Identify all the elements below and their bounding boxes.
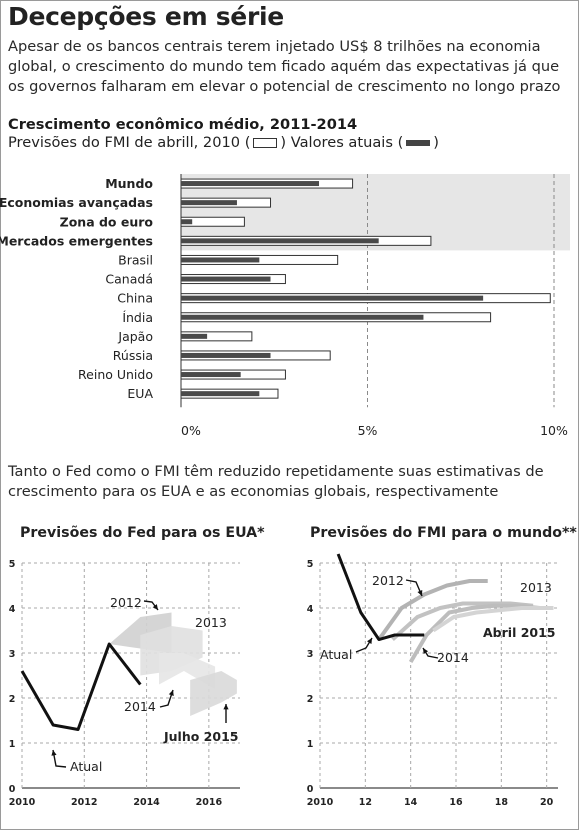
fed-label-julho-2015: Julho 2015 bbox=[163, 729, 238, 744]
imf-forecast-line bbox=[377, 579, 488, 641]
imf-arrow-atual-head bbox=[366, 638, 372, 644]
fed-y-tick-label: 4 bbox=[9, 604, 16, 615]
imf-y-tick-label: 5 bbox=[307, 559, 314, 570]
imf-chart-title: Previsões do FMI para o mundo** bbox=[310, 525, 577, 541]
bar-actual bbox=[181, 391, 260, 397]
fed-arrow-atual bbox=[52, 749, 67, 768]
category-label: Canadá bbox=[105, 272, 153, 287]
category-label: Mercados emergentes bbox=[0, 233, 153, 248]
imf-y-tick-label: 0 bbox=[307, 784, 314, 795]
fed-label-2013: 2013 bbox=[195, 615, 227, 630]
imf-forecast-line bbox=[408, 603, 541, 664]
imf-label-abril-2015: Abril 2015 bbox=[483, 625, 556, 640]
fed-x-tick-label: 2010 bbox=[9, 797, 36, 808]
imf-forecast-line bbox=[432, 606, 554, 633]
imf-y-tick-label: 2 bbox=[307, 694, 314, 705]
category-label: Japão bbox=[117, 329, 153, 344]
bar-actual bbox=[181, 219, 193, 225]
fed-arrow-atual-head bbox=[51, 750, 57, 756]
legend-suffix: ) bbox=[433, 134, 439, 151]
lede-paragraph: Apesar de os bancos centrais terem injet… bbox=[8, 38, 561, 95]
category-label: EUA bbox=[127, 386, 153, 401]
imf-y-tick-label: 1 bbox=[307, 739, 314, 750]
fed-imf-paragraph: Tanto o Fed como o FMI têm reduzido repe… bbox=[8, 463, 544, 500]
imf-x-tick-label: 12 bbox=[359, 797, 372, 808]
category-label: Rússia bbox=[113, 348, 153, 363]
bar-actual bbox=[181, 200, 237, 206]
category-label: China bbox=[117, 291, 153, 306]
imf-y-tick-label: 4 bbox=[307, 604, 314, 615]
fed-arrow-2012-head bbox=[152, 604, 158, 610]
imf-x-tick-label: 20 bbox=[540, 797, 554, 808]
bar-actual bbox=[181, 295, 484, 301]
bar-actual bbox=[181, 314, 424, 320]
legend-filled-swatch bbox=[406, 140, 431, 146]
legend-forecast-label: Previsões do FMI de abrill, 2010 ( bbox=[8, 134, 251, 151]
fed-chart-title: Previsões do Fed para os EUA* bbox=[20, 525, 265, 541]
legend-open-swatch bbox=[253, 138, 278, 148]
fed-label-2014: 2014 bbox=[124, 699, 156, 714]
fed-x-tick-label: 2016 bbox=[196, 797, 223, 808]
bar-chart-legend: Previsões do FMI de abrill, 2010 ( ) Valo… bbox=[8, 134, 439, 151]
bar-actual bbox=[181, 352, 271, 358]
page-title: Decepções em série bbox=[8, 2, 284, 31]
bar-actual bbox=[181, 257, 260, 263]
fed-y-tick-label: 1 bbox=[9, 739, 16, 750]
fed-x-tick-label: 2012 bbox=[71, 797, 97, 808]
fed-y-tick-label: 5 bbox=[9, 559, 16, 570]
category-label: Zona do euro bbox=[60, 214, 154, 229]
legend-actual-label: ) Valores atuais ( bbox=[280, 134, 404, 151]
imf-actual-line bbox=[336, 553, 425, 641]
category-label: Reino Unido bbox=[78, 367, 153, 382]
x-tick-label: 10% bbox=[540, 423, 568, 438]
category-label: Brasil bbox=[118, 252, 153, 267]
fed-y-tick-label: 2 bbox=[9, 694, 16, 705]
bar-actual bbox=[181, 181, 320, 187]
imf-arrow-2014-head bbox=[423, 648, 429, 654]
imf-x-tick-label: 14 bbox=[404, 797, 418, 808]
fed-x-tick-label: 2014 bbox=[133, 797, 160, 808]
fed-label-2012: 2012 bbox=[110, 595, 142, 610]
fed-label-atual: Atual bbox=[70, 759, 102, 774]
imf-x-tick-label: 16 bbox=[449, 797, 463, 808]
category-label: Índia bbox=[122, 310, 153, 325]
imf-label-2012: 2012 bbox=[372, 573, 404, 588]
category-label: Economias avançadas bbox=[0, 195, 153, 210]
bar-actual bbox=[181, 333, 208, 339]
bar-actual bbox=[181, 372, 241, 378]
imf-label-2014: 2014 bbox=[437, 650, 469, 665]
fed-arrow-2014-head bbox=[168, 690, 174, 696]
x-tick-label: 5% bbox=[358, 423, 378, 438]
fed-y-tick-label: 3 bbox=[9, 649, 16, 660]
imf-x-tick-label: 18 bbox=[495, 797, 509, 808]
imf-label-2013: 2013 bbox=[520, 580, 552, 595]
imf-y-tick-label: 3 bbox=[307, 649, 314, 660]
imf-x-tick-label: 2010 bbox=[307, 797, 334, 808]
fed-forecast-band bbox=[190, 671, 237, 716]
fed-y-tick-label: 0 bbox=[9, 784, 16, 795]
bar-actual bbox=[181, 276, 271, 282]
x-tick-label: 0% bbox=[181, 423, 201, 438]
category-label: Mundo bbox=[105, 176, 153, 191]
fed-actual-line bbox=[20, 642, 142, 731]
imf-arrow-2012-head bbox=[417, 590, 423, 596]
fed-arrow-julho-2015-head bbox=[223, 704, 229, 710]
imf-label-atual: Atual bbox=[320, 647, 352, 662]
imf-forecast-line bbox=[391, 601, 534, 641]
bar-chart-title: Crescimento econômico médio, 2011-2014 bbox=[8, 116, 358, 133]
bar-actual bbox=[181, 238, 379, 244]
